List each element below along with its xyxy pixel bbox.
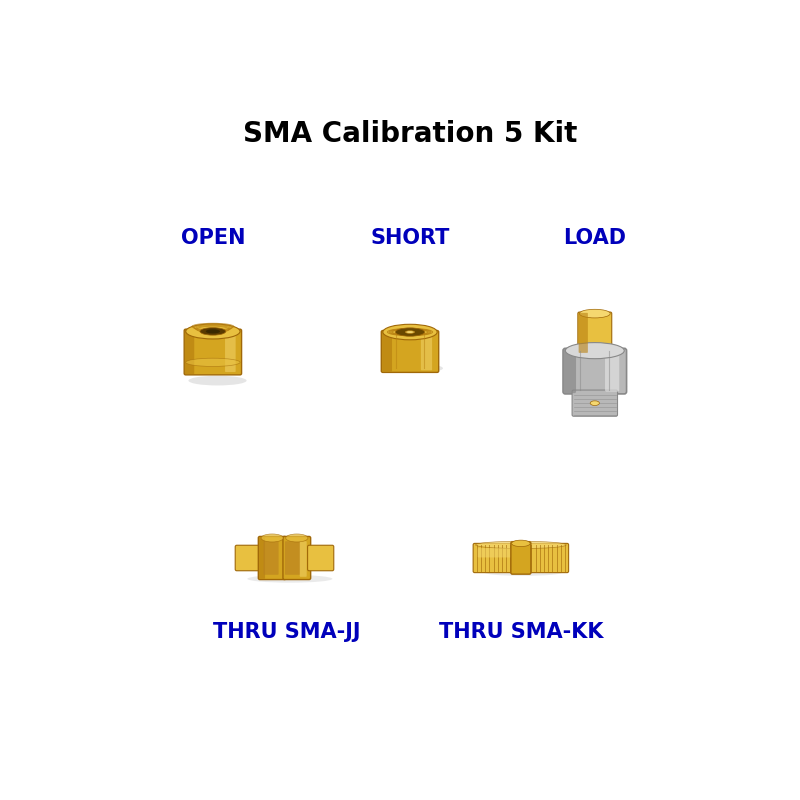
FancyBboxPatch shape bbox=[421, 334, 432, 370]
FancyBboxPatch shape bbox=[185, 330, 194, 374]
FancyBboxPatch shape bbox=[478, 548, 512, 558]
FancyBboxPatch shape bbox=[225, 333, 236, 372]
FancyBboxPatch shape bbox=[511, 542, 531, 574]
FancyBboxPatch shape bbox=[285, 542, 300, 574]
Ellipse shape bbox=[383, 324, 437, 340]
Ellipse shape bbox=[572, 382, 627, 391]
FancyBboxPatch shape bbox=[572, 390, 618, 416]
FancyBboxPatch shape bbox=[258, 537, 286, 579]
Ellipse shape bbox=[385, 363, 443, 373]
FancyBboxPatch shape bbox=[235, 546, 262, 570]
FancyBboxPatch shape bbox=[184, 329, 242, 375]
FancyBboxPatch shape bbox=[578, 313, 588, 353]
Text: THRU SMA-KK: THRU SMA-KK bbox=[438, 622, 603, 642]
FancyBboxPatch shape bbox=[382, 330, 438, 372]
FancyBboxPatch shape bbox=[563, 348, 626, 394]
FancyBboxPatch shape bbox=[259, 538, 265, 578]
Ellipse shape bbox=[286, 534, 308, 542]
Ellipse shape bbox=[188, 376, 246, 386]
Text: LOAD: LOAD bbox=[563, 228, 626, 248]
FancyBboxPatch shape bbox=[605, 352, 619, 392]
Ellipse shape bbox=[395, 328, 425, 336]
FancyBboxPatch shape bbox=[564, 349, 576, 393]
Text: SHORT: SHORT bbox=[370, 228, 450, 248]
FancyBboxPatch shape bbox=[382, 331, 392, 372]
Ellipse shape bbox=[484, 569, 562, 576]
Ellipse shape bbox=[406, 330, 414, 334]
Text: THRU SMA-JJ: THRU SMA-JJ bbox=[213, 622, 361, 642]
Ellipse shape bbox=[261, 534, 283, 542]
FancyBboxPatch shape bbox=[263, 542, 278, 574]
FancyBboxPatch shape bbox=[300, 542, 306, 577]
Ellipse shape bbox=[566, 342, 624, 358]
FancyBboxPatch shape bbox=[307, 546, 334, 570]
Ellipse shape bbox=[186, 358, 240, 366]
Ellipse shape bbox=[186, 324, 240, 339]
FancyBboxPatch shape bbox=[578, 312, 612, 354]
Ellipse shape bbox=[476, 542, 566, 549]
Ellipse shape bbox=[511, 540, 530, 546]
FancyBboxPatch shape bbox=[283, 537, 310, 579]
Text: OPEN: OPEN bbox=[181, 228, 245, 248]
Ellipse shape bbox=[206, 330, 220, 334]
FancyBboxPatch shape bbox=[473, 543, 569, 573]
Ellipse shape bbox=[200, 328, 226, 335]
Ellipse shape bbox=[590, 401, 599, 406]
Ellipse shape bbox=[579, 310, 610, 318]
Text: SMA Calibration 5 Kit: SMA Calibration 5 Kit bbox=[243, 121, 577, 149]
Ellipse shape bbox=[247, 575, 333, 582]
